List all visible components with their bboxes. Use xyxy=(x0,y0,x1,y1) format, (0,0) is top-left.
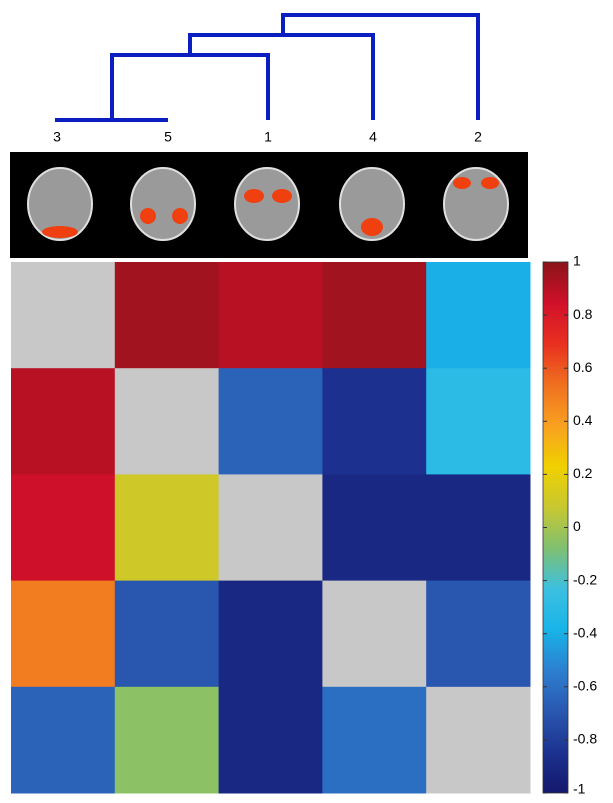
colorbar-tick-label: -0.6 xyxy=(573,678,597,694)
cell xyxy=(426,368,530,475)
heatmap xyxy=(11,262,531,794)
cell xyxy=(11,581,115,688)
cell xyxy=(219,687,323,794)
dendrogram-links xyxy=(55,15,478,120)
chart: 3 5 1 4 2 1 0.8 0.6 0.4 0.2 0 -0.2 -0.4 -0.6 -0.8 -1 xyxy=(0,0,613,798)
activation xyxy=(272,189,292,203)
cell xyxy=(11,368,115,475)
empty-cell xyxy=(11,262,115,369)
empty-cell xyxy=(115,368,219,475)
cell xyxy=(322,368,426,475)
empty-cell xyxy=(322,581,426,688)
colorbar-tick-label: -0.4 xyxy=(573,624,597,640)
empty-cell xyxy=(219,474,323,581)
brain-slice xyxy=(444,168,508,240)
cell xyxy=(322,474,426,581)
cell xyxy=(11,687,115,794)
dendrogram xyxy=(55,15,478,120)
brain-strip xyxy=(10,152,528,258)
cell xyxy=(115,262,219,369)
cell xyxy=(115,581,219,688)
leaf-label: 1 xyxy=(264,129,272,145)
colorbar-tick-label: -0.2 xyxy=(573,571,597,587)
brain-slice xyxy=(131,168,195,240)
colorbar-tick-label: 0.2 xyxy=(573,465,593,481)
cell xyxy=(426,262,530,369)
cell xyxy=(219,581,323,688)
cell xyxy=(322,687,426,794)
leaf-label: 4 xyxy=(369,129,377,145)
cell xyxy=(219,368,323,475)
activation xyxy=(361,218,383,236)
cell xyxy=(115,474,219,581)
leaf-label: 3 xyxy=(53,129,61,145)
cell xyxy=(219,262,323,369)
cell xyxy=(11,474,115,581)
empty-cell xyxy=(426,687,530,794)
colorbar-tick-label: -1 xyxy=(573,781,586,797)
cell xyxy=(426,581,530,688)
activation xyxy=(140,208,156,224)
cell xyxy=(115,687,219,794)
colorbar-tick-label: 0.4 xyxy=(573,412,593,428)
leaf-label: 5 xyxy=(164,129,172,145)
leaf-label: 2 xyxy=(474,129,482,145)
colorbar-tick-label: -0.8 xyxy=(573,731,597,747)
cell xyxy=(426,474,530,581)
colorbar-tick-label: 0 xyxy=(573,518,581,534)
colorbar-tick-label: 0.6 xyxy=(573,359,593,375)
activation xyxy=(244,189,264,203)
activation xyxy=(42,226,78,238)
colorbar-tick-label: 1 xyxy=(573,253,581,269)
brain-slice xyxy=(235,168,299,240)
activation xyxy=(453,177,471,189)
activation xyxy=(172,208,188,224)
colorbar-tick-label: 0.8 xyxy=(573,306,593,322)
cell xyxy=(322,262,426,369)
activation xyxy=(481,177,499,189)
